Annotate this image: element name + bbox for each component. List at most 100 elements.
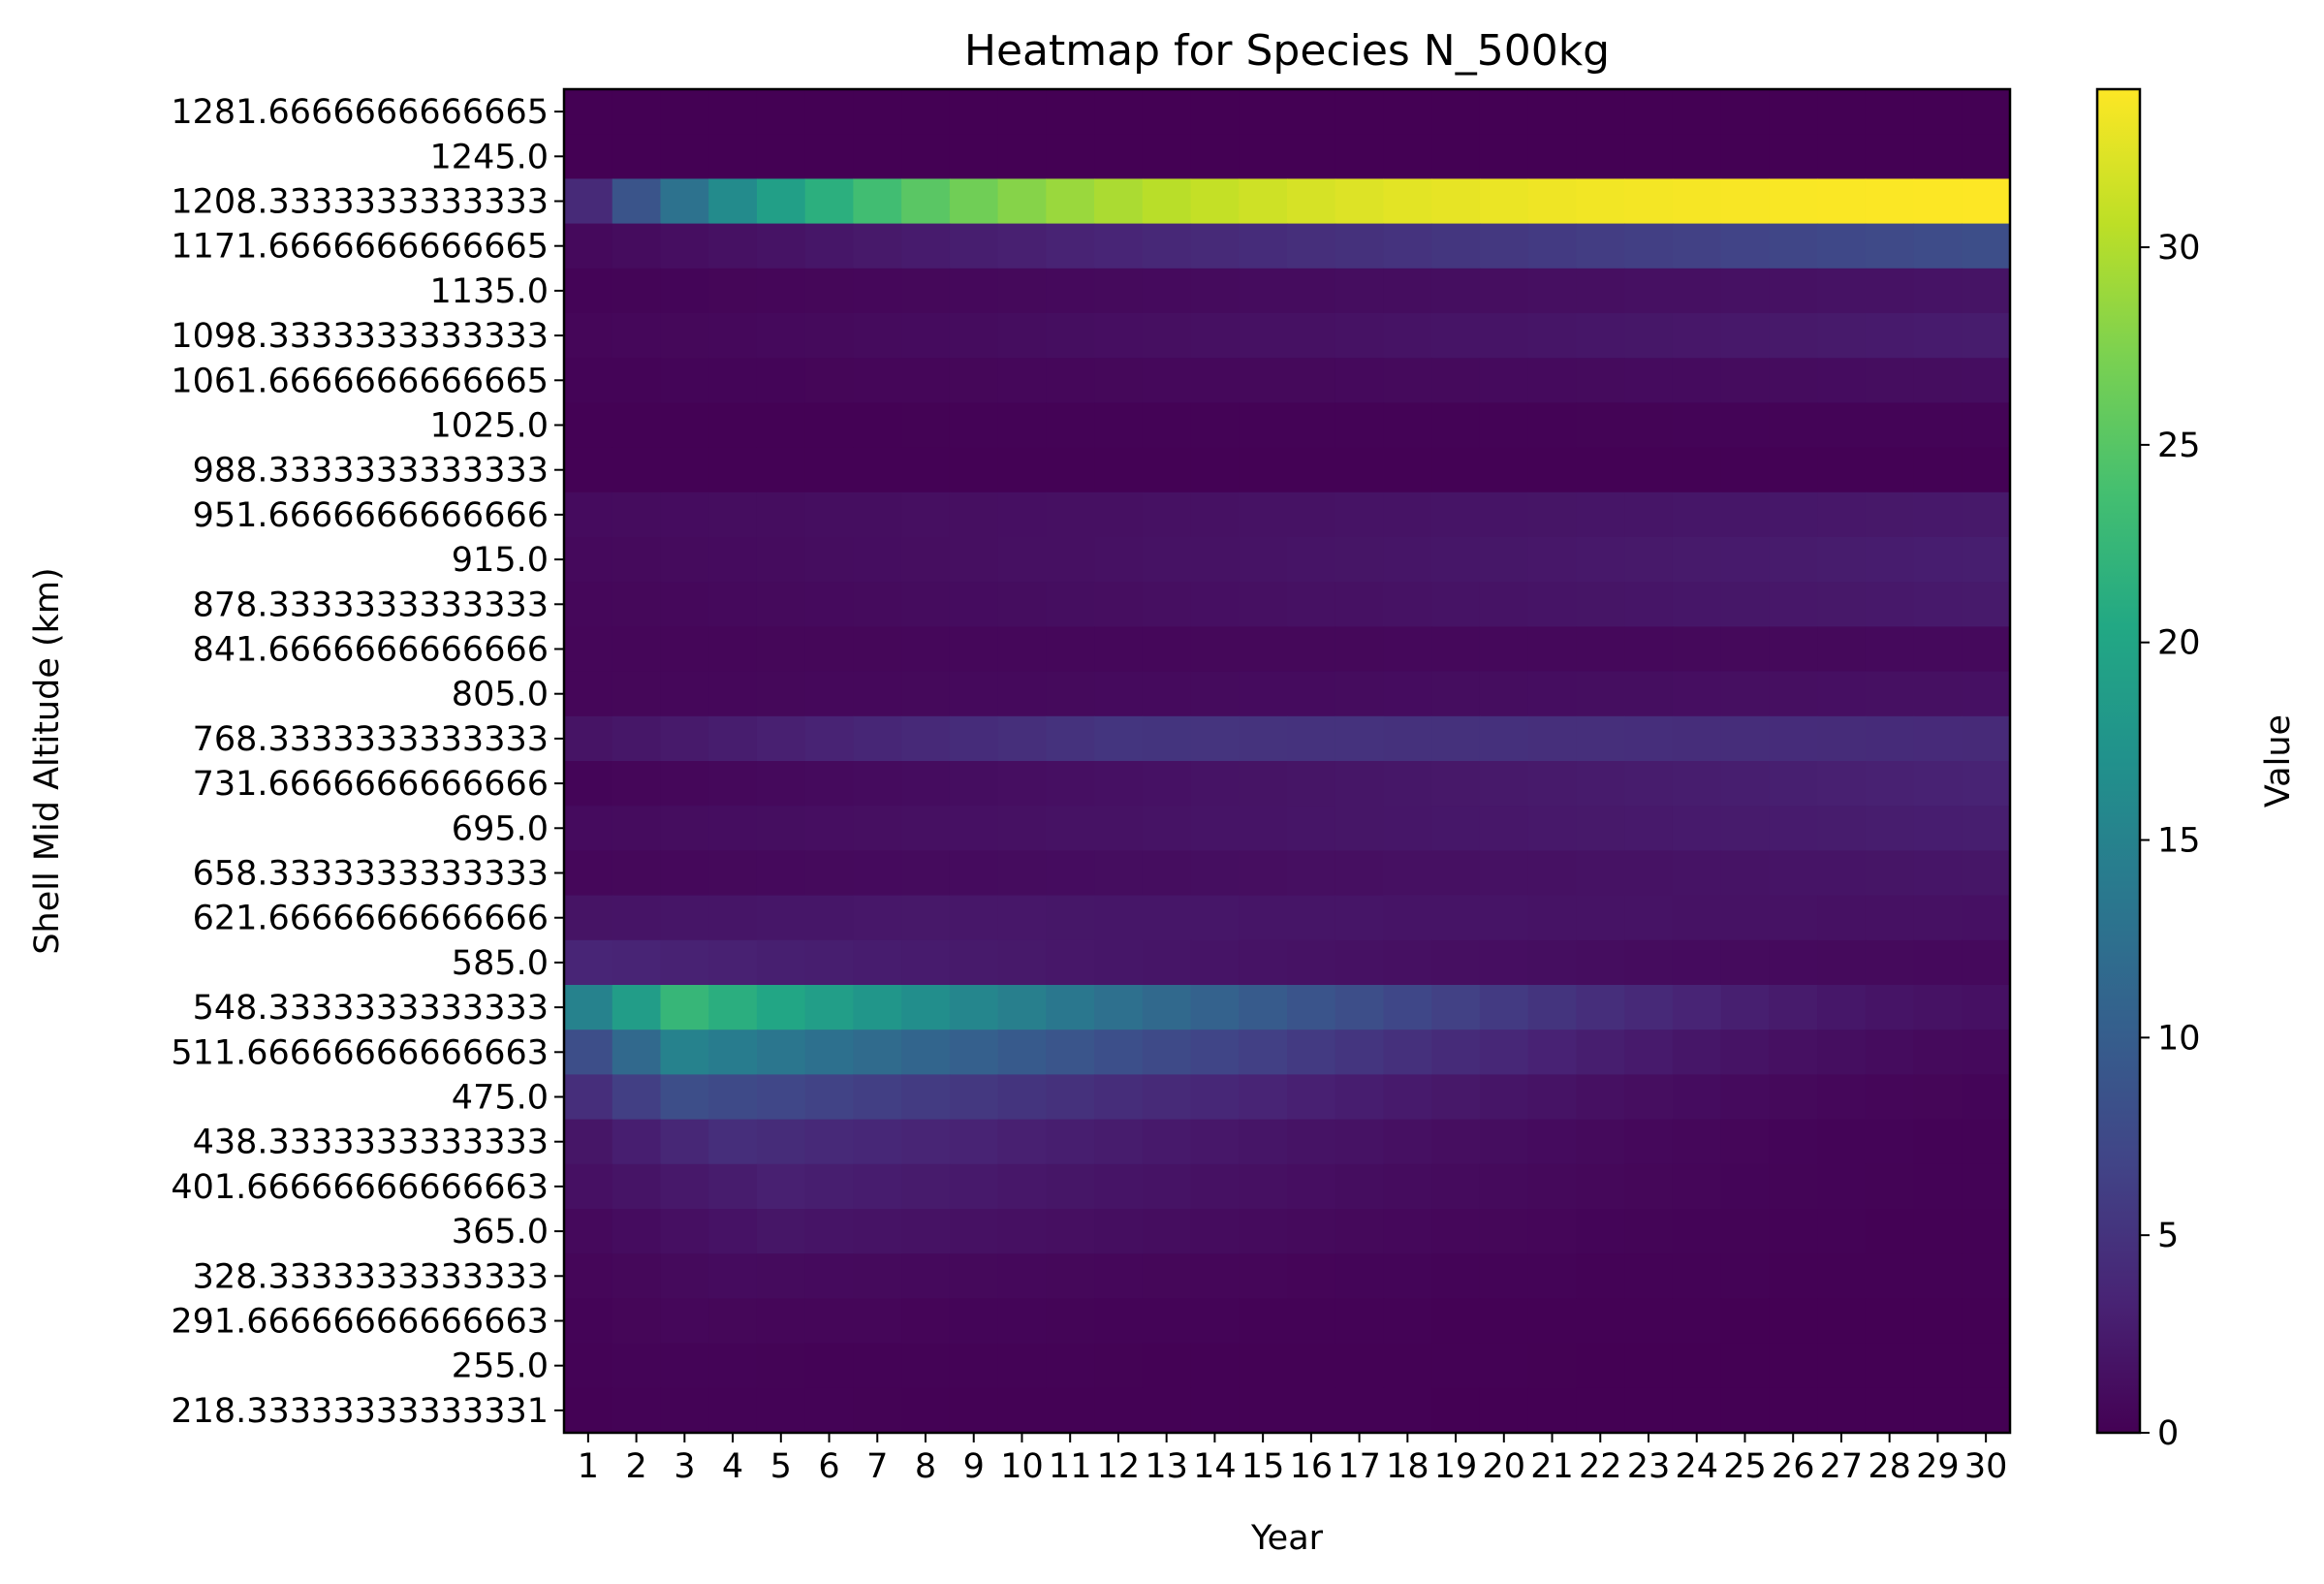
- heatmap-cell: [1383, 716, 1431, 762]
- heatmap-cell: [660, 537, 708, 583]
- heatmap-cell: [1239, 940, 1287, 986]
- heatmap-cell: [612, 358, 661, 403]
- heatmap-cell: [1046, 313, 1094, 359]
- heatmap-cell: [1191, 178, 1240, 224]
- heatmap-cell: [708, 178, 757, 224]
- heatmap-cell: [1383, 806, 1431, 851]
- heatmap-cell: [1528, 358, 1577, 403]
- heatmap-cell: [1094, 224, 1143, 269]
- heatmap-cell: [1094, 134, 1143, 179]
- heatmap-cells: [564, 89, 2011, 1434]
- heatmap-cell: [757, 582, 805, 627]
- heatmap-cell: [1624, 448, 1673, 493]
- heatmap-cell: [853, 761, 901, 807]
- heatmap-cell: [1191, 1120, 1240, 1165]
- heatmap-cell: [757, 269, 805, 314]
- heatmap-cell: [1287, 1298, 1335, 1344]
- heatmap-cell: [1769, 492, 1817, 538]
- heatmap-cell: [1239, 896, 1287, 941]
- heatmap-cell: [853, 134, 901, 179]
- heatmap-cell: [998, 1209, 1047, 1254]
- heatmap-cell: [1914, 1209, 1963, 1254]
- heatmap-cell: [1673, 940, 1721, 986]
- heatmap-cell: [1817, 672, 1866, 717]
- heatmap-cell: [1673, 313, 1721, 359]
- heatmap-cell: [1191, 537, 1240, 583]
- heatmap-cell: [660, 896, 708, 941]
- heatmap-cell: [805, 1344, 854, 1389]
- heatmap-cell: [1769, 1344, 1817, 1389]
- heatmap-cell: [998, 761, 1047, 807]
- heatmap-cell: [1914, 358, 1963, 403]
- heatmap-cell: [1046, 806, 1094, 851]
- heatmap-cell: [612, 492, 661, 538]
- heatmap-cell: [1480, 940, 1528, 986]
- x-tick-label: 19: [1434, 1447, 1478, 1486]
- heatmap-cell: [1769, 940, 1817, 986]
- heatmap-cell: [1046, 672, 1094, 717]
- heatmap-cell: [950, 448, 998, 493]
- heatmap-cell: [1143, 1074, 1191, 1120]
- heatmap-cell: [708, 537, 757, 583]
- heatmap-cell: [1673, 1164, 1721, 1210]
- heatmap-cell: [612, 985, 661, 1030]
- heatmap-cell: [1721, 985, 1770, 1030]
- heatmap-cell: [757, 850, 805, 896]
- heatmap-cell: [1769, 626, 1817, 672]
- heatmap-cell: [1624, 224, 1673, 269]
- heatmap-cell: [1335, 1344, 1384, 1389]
- heatmap-cell: [1094, 1030, 1143, 1075]
- heatmap-cell: [1817, 716, 1866, 762]
- heatmap-cell: [1383, 1298, 1431, 1344]
- heatmap-cell: [757, 985, 805, 1030]
- heatmap-cell: [1817, 850, 1866, 896]
- heatmap-cell: [805, 1030, 854, 1075]
- heatmap-cell: [998, 985, 1047, 1030]
- heatmap-cell: [1962, 1298, 2010, 1344]
- heatmap-cell: [660, 313, 708, 359]
- heatmap-cell: [1962, 1164, 2010, 1210]
- heatmap-cell: [1528, 940, 1577, 986]
- heatmap-cell: [1962, 896, 2010, 941]
- heatmap-cell: [1962, 89, 2010, 135]
- heatmap-cell: [1866, 358, 1914, 403]
- heatmap-cell: [1431, 1030, 1480, 1075]
- heatmap-cell: [1143, 537, 1191, 583]
- heatmap-cell: [1576, 358, 1624, 403]
- heatmap-cell: [1383, 537, 1431, 583]
- heatmap-cell: [1287, 134, 1335, 179]
- heatmap-cell: [1528, 716, 1577, 762]
- heatmap-cell: [1673, 672, 1721, 717]
- heatmap-cell: [660, 1164, 708, 1210]
- heatmap-cell: [1191, 672, 1240, 717]
- heatmap-cell: [1866, 896, 1914, 941]
- heatmap-cell: [1335, 850, 1384, 896]
- heatmap-cell: [1624, 402, 1673, 448]
- heatmap-cell: [1673, 492, 1721, 538]
- heatmap-cell: [1866, 1164, 1914, 1210]
- heatmap-cell: [1143, 134, 1191, 179]
- heatmap-cell: [901, 582, 950, 627]
- heatmap-cell: [660, 940, 708, 986]
- heatmap-cell: [1335, 672, 1384, 717]
- heatmap-cell: [805, 716, 854, 762]
- heatmap-cell: [660, 448, 708, 493]
- x-axis-label: Year: [1250, 1519, 1324, 1558]
- heatmap-cell: [1431, 178, 1480, 224]
- heatmap-cell: [1528, 761, 1577, 807]
- heatmap-cell: [708, 269, 757, 314]
- x-tick-label: 1: [578, 1447, 599, 1486]
- heatmap-cell: [660, 1253, 708, 1299]
- heatmap-cell: [805, 1209, 854, 1254]
- heatmap-cell: [612, 402, 661, 448]
- heatmap-cell: [805, 1298, 854, 1344]
- heatmap-cell: [1431, 358, 1480, 403]
- heatmap-cell: [1721, 716, 1770, 762]
- heatmap-cell: [660, 178, 708, 224]
- heatmap-cell: [901, 134, 950, 179]
- heatmap-cell: [1576, 1030, 1624, 1075]
- heatmap-cell: [1431, 1120, 1480, 1165]
- heatmap-cell: [1094, 269, 1143, 314]
- heatmap-cell: [612, 178, 661, 224]
- heatmap-cell: [564, 1164, 612, 1210]
